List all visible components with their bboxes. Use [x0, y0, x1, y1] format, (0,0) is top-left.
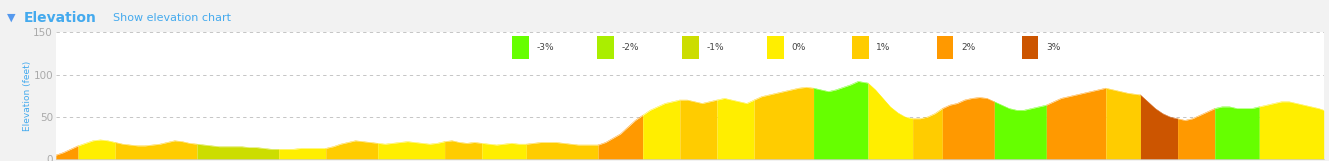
- Text: ▼: ▼: [7, 13, 15, 23]
- Bar: [1022, 36, 1038, 59]
- Text: -3%: -3%: [537, 43, 554, 52]
- Text: 1%: 1%: [876, 43, 890, 52]
- Bar: [597, 36, 614, 59]
- Bar: [682, 36, 699, 59]
- Text: Show elevation chart: Show elevation chart: [113, 13, 231, 23]
- Bar: [937, 36, 953, 59]
- Text: 3%: 3%: [1046, 43, 1061, 52]
- Y-axis label: Elevation (feet): Elevation (feet): [23, 61, 32, 131]
- Text: Elevation: Elevation: [24, 11, 97, 25]
- Bar: [852, 36, 869, 59]
- Bar: [512, 36, 529, 59]
- Text: -2%: -2%: [621, 43, 639, 52]
- Bar: [767, 36, 784, 59]
- Text: 2%: 2%: [961, 43, 975, 52]
- Text: -1%: -1%: [706, 43, 724, 52]
- Text: 0%: 0%: [791, 43, 805, 52]
